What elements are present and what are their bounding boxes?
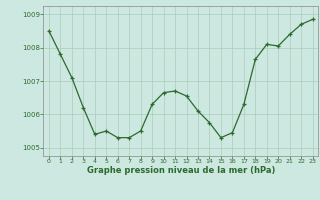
X-axis label: Graphe pression niveau de la mer (hPa): Graphe pression niveau de la mer (hPa) (87, 166, 275, 175)
